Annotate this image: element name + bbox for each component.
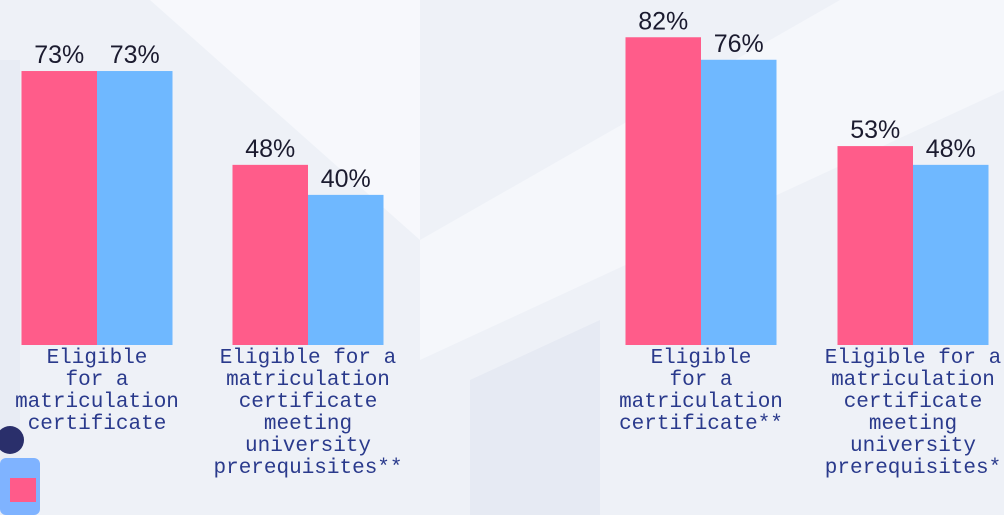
bg-shape (470, 320, 600, 515)
bar (308, 195, 384, 345)
category-label: Eligible for a matriculation certificate… (208, 348, 408, 480)
bar (97, 71, 173, 345)
value-label: 53% (850, 116, 900, 144)
value-label: 73% (110, 41, 160, 69)
value-label: 82% (638, 7, 688, 35)
infographic: 73% 73% 48% 40% 82% 76% 53% 48% Eligible for a … (0, 0, 1004, 515)
bar (22, 71, 98, 345)
value-label: 48% (245, 135, 295, 163)
figure-book (10, 478, 36, 502)
bar (233, 165, 309, 345)
value-label: 48% (926, 135, 976, 163)
value-label: 76% (714, 30, 764, 58)
bar (838, 146, 914, 345)
category-label: Eligible for a matriculation certificate… (813, 348, 1004, 480)
illustration (0, 426, 40, 515)
bar (626, 37, 702, 345)
category-label: Eligible for a matriculation certificate (0, 348, 197, 436)
category-label: Eligible for a matriculation certificate… (601, 348, 801, 436)
bar (701, 60, 777, 345)
bar (913, 165, 989, 345)
value-label: 73% (34, 41, 84, 69)
value-label: 40% (321, 165, 371, 193)
